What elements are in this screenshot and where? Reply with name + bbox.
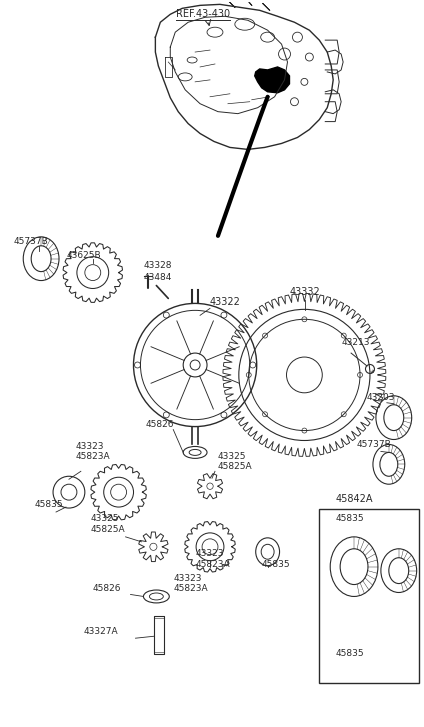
Text: REF.43-430: REF.43-430 [176,9,230,20]
Text: 45737B: 45737B [357,441,392,449]
Text: 45835: 45835 [34,500,63,509]
Polygon shape [255,67,290,93]
Text: 45835: 45835 [335,514,364,523]
Text: 43328: 43328 [143,261,172,270]
Text: 45835: 45835 [335,649,364,658]
Text: 43213: 43213 [341,338,370,347]
Text: 43323
45823A: 43323 45823A [76,442,111,462]
Text: 43327A: 43327A [84,627,118,636]
Bar [319,509,418,683]
Text: 45842A: 45842A [335,494,373,504]
Text: 45826: 45826 [145,419,174,429]
Text: 45737B: 45737B [13,237,48,246]
Text: 45835: 45835 [262,560,290,569]
Text: 43625B: 43625B [67,251,102,260]
Text: 43484: 43484 [143,273,172,281]
Text: 43325
45825A: 43325 45825A [218,452,253,471]
Text: 43322: 43322 [210,297,241,308]
Bar [154,616,165,654]
Text: 43332: 43332 [290,287,320,297]
Text: 43203: 43203 [367,393,396,402]
Text: 43323
45823A: 43323 45823A [173,574,208,593]
Text: 43323
45823A: 43323 45823A [195,550,230,569]
Text: 43325
45825A: 43325 45825A [91,515,126,534]
Text: 45826: 45826 [93,585,121,593]
